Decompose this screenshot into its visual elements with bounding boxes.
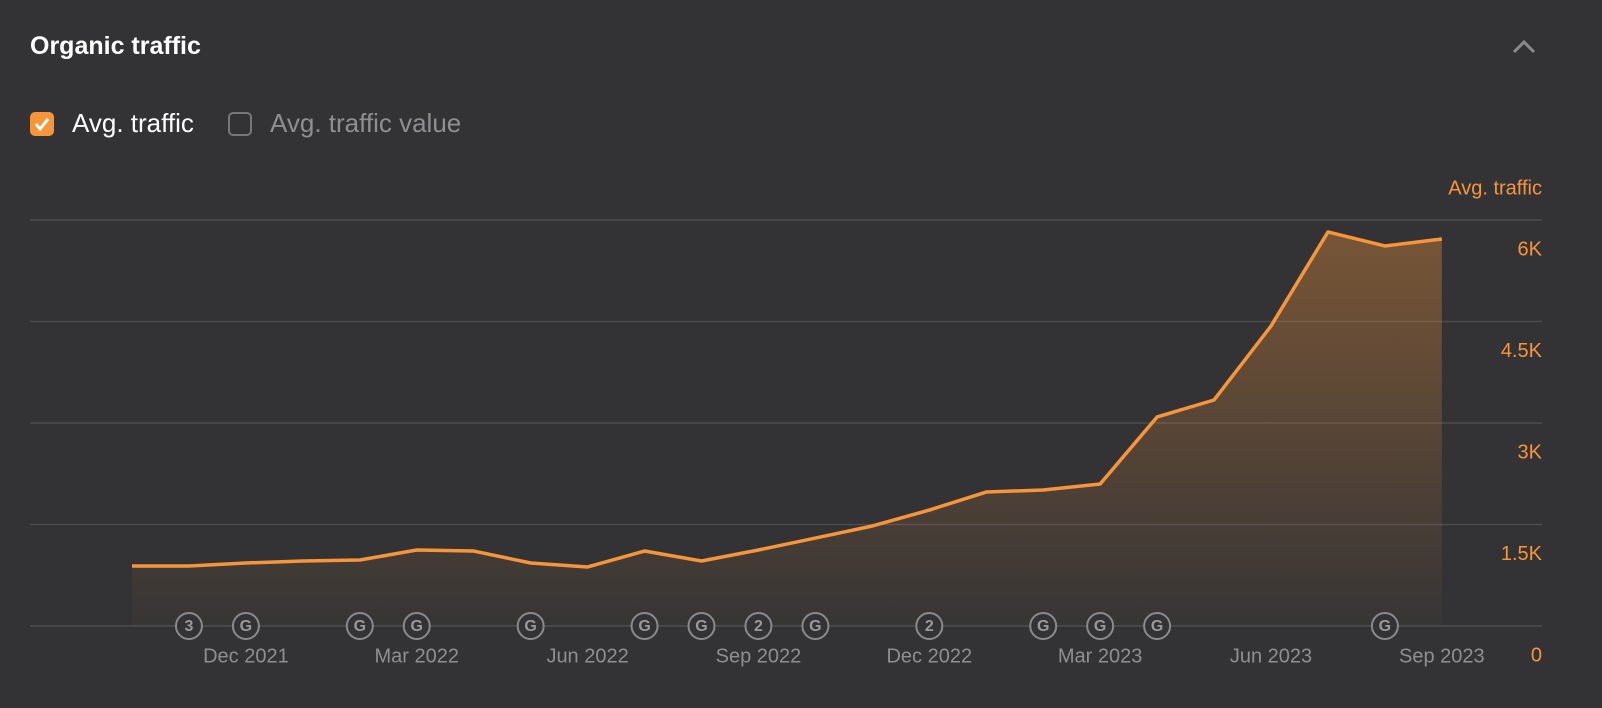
x-tick-label: Jun 2023 [1230, 645, 1312, 667]
y-tick-label: 1.5K [1501, 543, 1543, 565]
update-marker-label: G [411, 618, 423, 635]
update-marker [174, 612, 203, 640]
update-marker-label: 2 [754, 618, 763, 635]
x-tick-label: Mar 2023 [1058, 645, 1143, 667]
update-marker [630, 612, 659, 640]
checkbox[interactable] [228, 111, 252, 136]
update-marker [345, 612, 374, 640]
x-tick-label: Dec 2022 [886, 645, 972, 667]
x-tick-label: Dec 2021 [203, 645, 289, 667]
update-marker [801, 612, 830, 640]
update-marker [687, 612, 716, 640]
update-marker-label: G [354, 618, 366, 635]
checkbox[interactable] [30, 111, 54, 136]
y-axis-label: Avg. traffic [1448, 177, 1542, 199]
update-marker-label: G [809, 618, 821, 635]
update-marker-label: G [638, 618, 650, 635]
collapse-button[interactable] [1510, 36, 1540, 56]
update-marker [1029, 612, 1058, 640]
update-marker-label: G [695, 618, 707, 635]
y-tick-label: 0 [1531, 644, 1542, 666]
y-tick-label: 3K [1518, 441, 1543, 463]
x-tick-label: Jun 2022 [546, 645, 628, 667]
panel-title: Organic traffic [30, 32, 201, 60]
update-marker [1086, 612, 1115, 640]
update-marker-label: 3 [184, 618, 193, 635]
checkbox-label: Avg. traffic value [270, 108, 462, 138]
y-tick-label: 4.5K [1501, 340, 1543, 362]
x-tick-label: Sep 2022 [716, 645, 802, 667]
update-marker-label: G [1037, 618, 1049, 635]
x-tick-label: Sep 2023 [1399, 645, 1485, 667]
checkbox-avg-traffic-value[interactable]: Avg. traffic value [228, 108, 461, 139]
update-marker-label: G [524, 618, 536, 635]
update-marker-label: G [1379, 618, 1391, 635]
update-marker-label: G [1151, 618, 1163, 635]
x-tick-label: Mar 2022 [375, 645, 460, 667]
update-marker [744, 612, 773, 640]
y-tick-label: 6K [1518, 238, 1543, 260]
checkbox-avg-traffic[interactable]: Avg. traffic [30, 108, 194, 139]
area [132, 231, 1442, 627]
update-marker [402, 612, 431, 640]
update-marker-label: G [1094, 618, 1106, 635]
update-marker [231, 612, 260, 640]
update-marker [516, 612, 545, 640]
update-marker-label: G [240, 618, 252, 635]
line [132, 230, 1443, 569]
update-marker [915, 612, 944, 640]
update-marker-label: 2 [925, 618, 934, 635]
update-marker [1143, 612, 1172, 640]
checkbox-label: Avg. traffic [72, 108, 194, 138]
update-marker [1370, 612, 1399, 640]
